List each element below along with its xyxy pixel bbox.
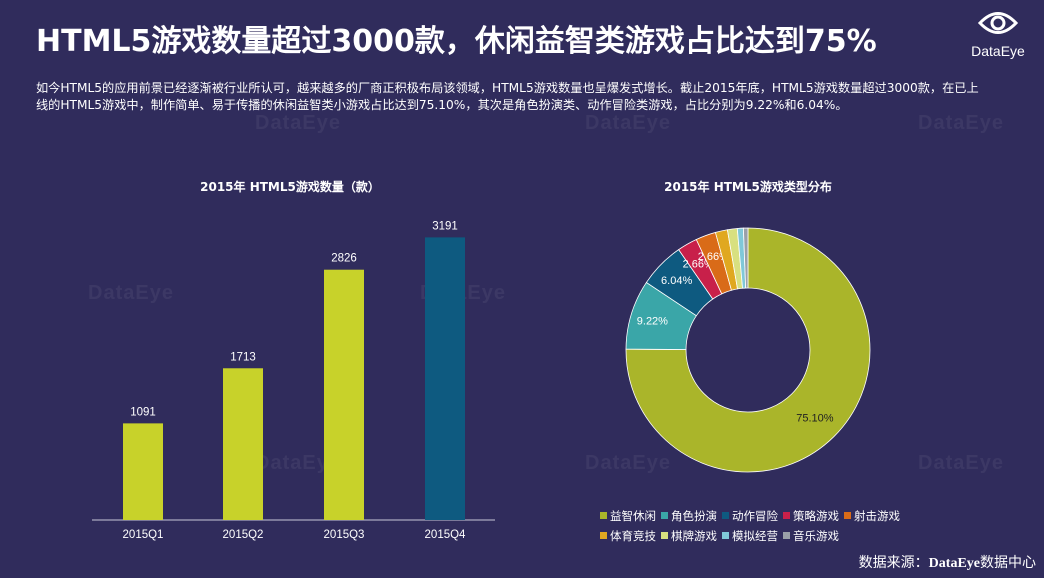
donut-slice (625, 227, 871, 473)
legend-item: 策略游戏 (783, 506, 839, 526)
watermark: DataEye (918, 452, 1004, 474)
dataeye-logo: DataEye (958, 8, 1038, 70)
legend-label: 益智休闲 (610, 509, 656, 523)
x-tick-label: 2015Q3 (324, 529, 365, 541)
legend-label: 体育竞技 (610, 529, 656, 543)
donut-legend: 益智休闲 角色扮演 动作冒险 策略游戏 射击游戏体育竞技 棋牌游戏 模拟经营 音乐游戏 (600, 506, 920, 546)
legend-item: 角色扮演 (661, 506, 717, 526)
legend-swatch (844, 512, 851, 519)
watermark: DataEye (585, 112, 671, 134)
legend-swatch (783, 512, 790, 519)
source-brand: DataEye (928, 556, 980, 571)
data-source: 数据来源：DataEye数据中心 (859, 552, 1036, 572)
x-tick-label: 2015Q2 (223, 529, 264, 541)
legend-swatch (722, 532, 729, 539)
bar (425, 237, 465, 520)
bar-chart-title: 2015年 HTML5游戏数量（款） (200, 180, 380, 194)
watermark: DataEye (255, 452, 341, 474)
bar-value-label: 3191 (432, 220, 458, 232)
x-tick-label: 2015Q1 (123, 529, 164, 541)
legend-item: 射击游戏 (844, 506, 900, 526)
legend-item: 音乐游戏 (783, 526, 839, 546)
donut-chart: 75.10%9.22%6.04%2.66%2.66% (625, 227, 871, 473)
legend-swatch (600, 512, 607, 519)
eye-logo-icon (977, 12, 1019, 34)
bar-value-label: 2826 (331, 253, 357, 265)
legend-label: 策略游戏 (793, 509, 839, 523)
legend-label: 模拟经营 (732, 529, 778, 543)
source-label: 数据来源： (858, 556, 929, 571)
slice-value-label: 6.04% (661, 275, 692, 287)
legend-swatch (783, 532, 790, 539)
bar-value-label: 1091 (130, 406, 156, 418)
watermark: DataEye (918, 112, 1004, 134)
slice-value-label: 9.22% (637, 316, 668, 328)
legend-label: 棋牌游戏 (671, 529, 717, 543)
legend-swatch (661, 532, 668, 539)
page-title: HTML5游戏数量超过3000款，休闲益智类游戏占比达到75% (36, 24, 877, 59)
legend-label: 射击游戏 (854, 509, 900, 523)
bar (123, 423, 163, 520)
logo-text: DataEye (971, 43, 1025, 59)
legend-item: 棋牌游戏 (661, 526, 717, 546)
watermark: DataEye (255, 112, 341, 134)
legend-item: 益智休闲 (600, 506, 656, 526)
slice-value-label: 2.66% (698, 251, 729, 263)
legend-swatch (661, 512, 668, 519)
bar (324, 269, 364, 520)
legend-item: 动作冒险 (722, 506, 778, 526)
donut-chart-title: 2015年 HTML5游戏类型分布 (664, 180, 832, 194)
bar (223, 368, 263, 520)
legend-swatch (600, 532, 607, 539)
x-tick-label: 2015Q4 (425, 529, 467, 541)
legend-label: 音乐游戏 (793, 529, 839, 543)
legend-label: 动作冒险 (732, 509, 778, 523)
bar-chart: 1091 2015Q1 1713 2015Q2 2826 2015Q3 3191 2015Q4 (92, 220, 495, 541)
watermark: DataEye (88, 282, 174, 304)
description: 如今HTML5的应用前景已经逐渐被行业所认可，越来越多的厂商正积极布局该领域，H… (36, 81, 979, 112)
watermark: DataEye (585, 452, 671, 474)
slice-value-label: 75.10% (796, 412, 834, 424)
legend-item: 模拟经营 (722, 526, 778, 546)
legend-item: 体育竞技 (600, 526, 656, 546)
source-suffix: 数据中心 (980, 556, 1036, 571)
legend-label: 角色扮演 (671, 509, 717, 523)
bar-value-label: 1713 (230, 351, 256, 363)
donut-slice (742, 227, 749, 289)
legend-swatch (722, 512, 729, 519)
